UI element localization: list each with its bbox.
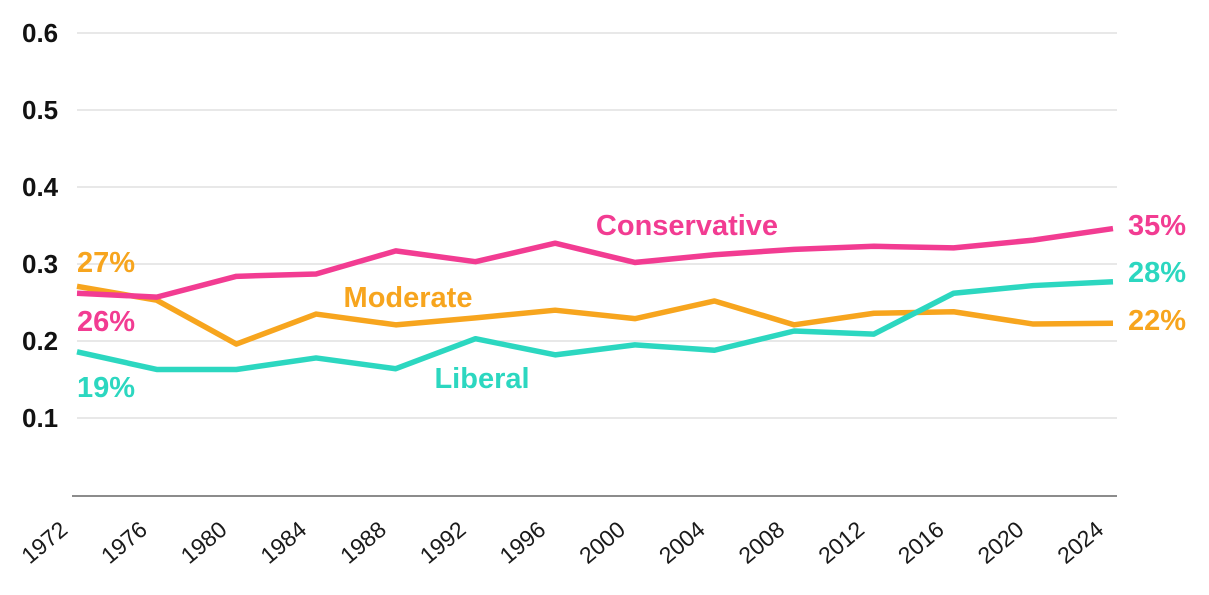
x-tick-label: 2024 [1052, 516, 1108, 569]
series-line-liberal [76, 278, 1114, 373]
x-tick-label: 1972 [16, 516, 72, 569]
x-tick-label: 1984 [255, 516, 311, 569]
y-tick-label: 0.4 [22, 172, 59, 202]
x-tick-label: 1976 [96, 516, 152, 569]
x-tick-label: 1988 [335, 516, 391, 569]
x-tick-label: 1996 [494, 516, 550, 569]
moderate-start-value-label: 27% [77, 247, 135, 279]
y-tick-label: 0.6 [22, 18, 58, 48]
series-line-conservative [76, 225, 1114, 300]
moderate-series-label: Moderate [344, 282, 473, 314]
y-tick-label: 0.3 [22, 249, 58, 279]
y-tick-label: 0.5 [22, 95, 58, 125]
liberal-start-value-label: 19% [77, 372, 135, 404]
x-tick-label: 2008 [734, 516, 790, 569]
x-tick-label: 1992 [415, 516, 471, 569]
series-line-moderate [76, 283, 1114, 347]
moderate-end-value-label: 22% [1128, 305, 1186, 337]
x-tick-label: 2016 [893, 516, 949, 569]
liberal-series-label: Liberal [434, 363, 529, 395]
chart-annotations: Conservative Moderate Liberal 27% 26% 19… [77, 210, 1186, 404]
y-tick-label: 0.2 [22, 326, 58, 356]
x-tick-label: 2000 [574, 516, 630, 569]
conservative-series-label: Conservative [596, 210, 778, 242]
x-tick-label: 2020 [973, 516, 1029, 569]
plot-area: 0.1 0.2 0.3 0.4 0.5 0.6 1972 1976 1980 1984 1988 19… [16, 18, 1117, 569]
conservative-end-value-label: 35% [1128, 210, 1186, 242]
conservative-start-value-label: 26% [77, 306, 135, 338]
x-tick-label: 2012 [813, 516, 869, 569]
y-tick-label: 0.1 [22, 403, 58, 433]
x-tick-label: 2004 [654, 516, 710, 569]
liberal-end-value-label: 28% [1128, 257, 1186, 289]
x-tick-label: 1980 [176, 516, 232, 569]
